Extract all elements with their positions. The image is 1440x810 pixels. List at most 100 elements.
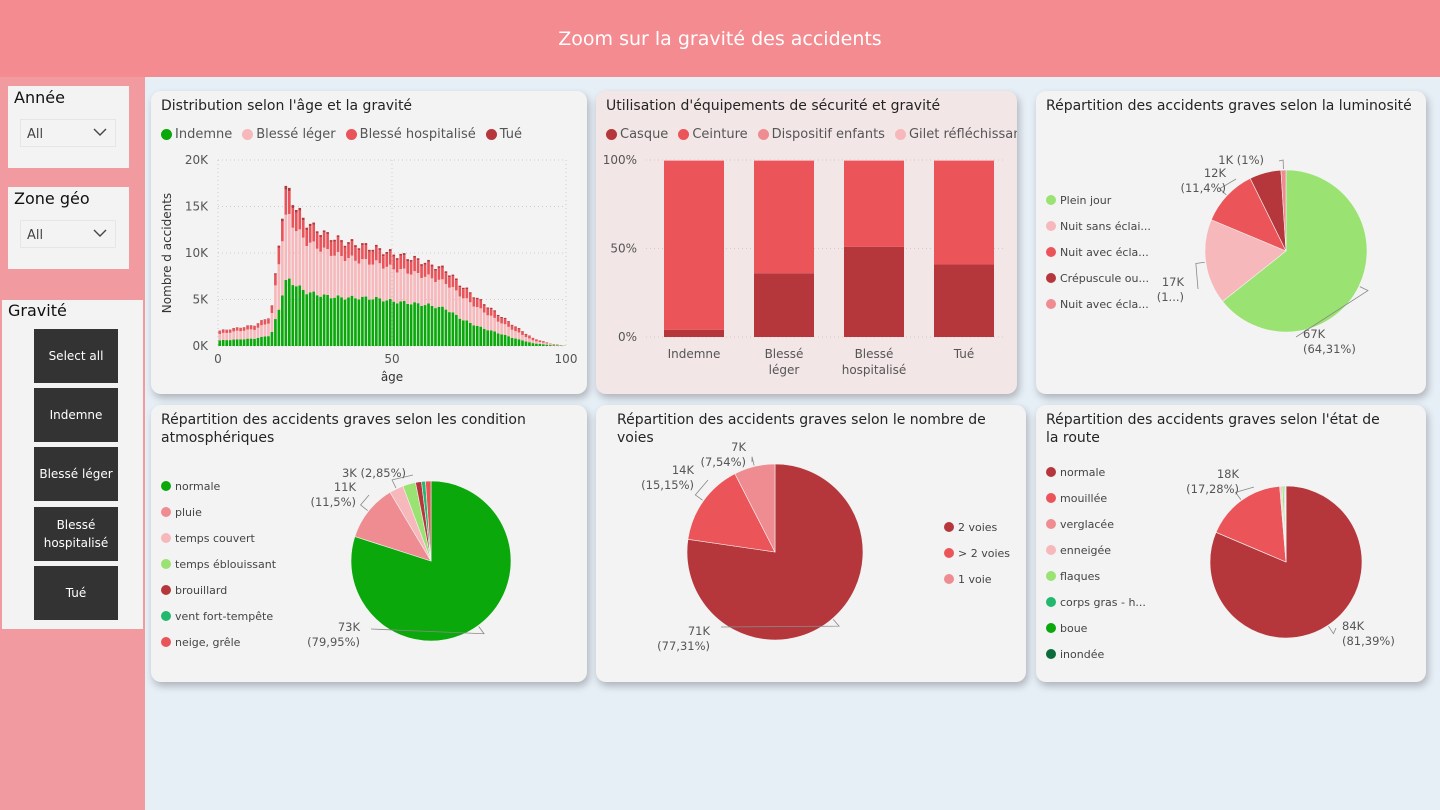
age-bar-segment[interactable] (465, 289, 469, 299)
age-bar-segment[interactable] (416, 260, 420, 274)
age-bar-segment[interactable] (371, 249, 375, 252)
age-bar-segment[interactable] (465, 287, 469, 290)
age-bar-segment[interactable] (545, 344, 549, 346)
annee-dropdown[interactable]: All (20, 119, 116, 147)
age-bar-segment[interactable] (242, 327, 246, 331)
age-bar-segment[interactable] (493, 331, 496, 346)
equipment-bar-segment[interactable] (934, 264, 994, 337)
age-bar-segment[interactable] (406, 273, 409, 304)
age-bar-segment[interactable] (336, 235, 340, 238)
age-bar-segment[interactable] (305, 245, 309, 295)
age-bar-segment[interactable] (510, 329, 514, 338)
age-bar-segment[interactable] (430, 305, 434, 346)
age-bar-segment[interactable] (260, 325, 263, 337)
age-bar-segment[interactable] (517, 339, 521, 346)
age-bar-segment[interactable] (329, 241, 333, 256)
age-bar-segment[interactable] (531, 338, 535, 341)
age-bar-segment[interactable] (549, 345, 552, 346)
age-bar-segment[interactable] (288, 191, 291, 214)
age-bar-segment[interactable] (430, 278, 434, 306)
age-bar-segment[interactable] (441, 306, 444, 346)
age-bar-segment[interactable] (535, 339, 538, 342)
age-bar-segment[interactable] (455, 314, 458, 346)
age-bar-segment[interactable] (381, 254, 385, 257)
pie-slice[interactable] (1204, 219, 1287, 302)
legend-item[interactable]: enneigée (1046, 537, 1146, 563)
legend-item[interactable]: boue (1046, 615, 1146, 641)
age-bar-segment[interactable] (531, 343, 535, 346)
age-bar-segment[interactable] (423, 264, 427, 277)
age-bar-segment[interactable] (441, 267, 444, 280)
legend-item[interactable]: inondée (1046, 641, 1146, 667)
legend-item[interactable]: Ceinture (678, 127, 748, 142)
age-bar-segment[interactable] (308, 226, 312, 243)
zone-dropdown[interactable]: All (20, 220, 116, 248)
age-bar-segment[interactable] (232, 331, 235, 340)
age-bar-segment[interactable] (364, 243, 368, 246)
age-bar-segment[interactable] (416, 273, 420, 304)
age-bar-segment[interactable] (475, 325, 479, 346)
legend-item[interactable]: 2 voies (944, 514, 1010, 540)
select-all-button[interactable]: Select all (34, 329, 118, 383)
weather-pie-chart[interactable]: 73K(79,95%) 11K(11,5%) 3K (2,85%) (151, 405, 587, 682)
age-bar-segment[interactable] (288, 213, 291, 279)
age-bar-segment[interactable] (437, 279, 441, 307)
age-bar-segment[interactable] (406, 259, 409, 261)
age-bar-segment[interactable] (284, 214, 288, 280)
age-bar-segment[interactable] (392, 254, 396, 257)
age-bar-segment[interactable] (552, 344, 556, 346)
age-bar-segment[interactable] (281, 221, 284, 242)
age-bar-segment[interactable] (308, 223, 312, 227)
age-bar-segment[interactable] (364, 259, 368, 297)
age-bar-segment[interactable] (242, 330, 246, 340)
age-bar-segment[interactable] (375, 260, 378, 297)
age-bar-segment[interactable] (430, 266, 434, 279)
age-bar-segment[interactable] (347, 257, 350, 298)
age-bar-segment[interactable] (375, 296, 378, 346)
age-bar-segment[interactable] (472, 297, 476, 299)
age-bar-segment[interactable] (535, 343, 538, 346)
blesse-hospitalise-button[interactable]: Blessé hospitalisé (34, 507, 118, 561)
age-bar-segment[interactable] (246, 325, 249, 326)
age-bar-segment[interactable] (451, 276, 455, 288)
age-bar-segment[interactable] (413, 255, 416, 258)
age-bar-segment[interactable] (225, 340, 229, 346)
age-bar-segment[interactable] (555, 345, 559, 346)
age-bar-segment[interactable] (378, 263, 382, 299)
age-bar-segment[interactable] (406, 303, 409, 346)
age-bar-segment[interactable] (336, 237, 340, 252)
age-bar-segment[interactable] (462, 289, 465, 299)
age-bar-segment[interactable] (270, 306, 274, 313)
age-bar-segment[interactable] (350, 241, 354, 256)
legend-item[interactable]: Gilet réfléchissant (894, 127, 1017, 142)
age-bar-segment[interactable] (388, 298, 392, 346)
age-bar-segment[interactable] (256, 323, 260, 324)
legend-item[interactable]: Dispositif enfants (757, 127, 885, 142)
age-bar-segment[interactable] (281, 218, 284, 222)
legend-item[interactable]: vent fort-tempête (161, 603, 276, 629)
age-bar-segment[interactable] (326, 294, 329, 346)
age-bar-segment[interactable] (510, 325, 514, 330)
age-bar-segment[interactable] (288, 278, 291, 346)
age-bar-segment[interactable] (340, 241, 343, 257)
age-bar-segment[interactable] (350, 295, 354, 346)
age-bar-segment[interactable] (235, 330, 239, 340)
age-bar-segment[interactable] (542, 341, 545, 343)
age-bar-segment[interactable] (507, 321, 510, 323)
age-bar-segment[interactable] (343, 247, 347, 261)
age-bar-segment[interactable] (301, 289, 305, 346)
age-bar-segment[interactable] (489, 309, 493, 316)
age-bar-segment[interactable] (420, 277, 423, 306)
age-bar-segment[interactable] (392, 301, 396, 346)
age-bar-segment[interactable] (235, 327, 239, 331)
age-bar-segment[interactable] (260, 336, 263, 346)
age-bar-segment[interactable] (277, 309, 281, 346)
age-bar-segment[interactable] (364, 296, 368, 346)
age-bar-segment[interactable] (371, 251, 375, 265)
age-bar-segment[interactable] (434, 282, 437, 309)
age-bar-segment[interactable] (322, 230, 326, 233)
age-chart[interactable]: 0K 5K 10K 15K 20K 0 50 100 âge Nombre d accidents (151, 91, 587, 394)
age-bar-segment[interactable] (500, 318, 503, 324)
age-bar-segment[interactable] (472, 325, 476, 346)
age-bar-segment[interactable] (301, 217, 305, 221)
